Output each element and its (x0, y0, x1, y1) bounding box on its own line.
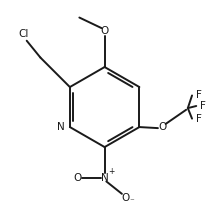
Text: N: N (56, 122, 64, 132)
Text: F: F (200, 101, 206, 111)
Text: F: F (196, 91, 202, 100)
Text: Cl: Cl (18, 29, 29, 39)
Text: ⁻: ⁻ (130, 197, 134, 206)
Text: O: O (122, 193, 130, 203)
Text: F: F (196, 114, 202, 124)
Text: O: O (101, 26, 109, 36)
Text: O: O (158, 122, 167, 132)
Text: O: O (73, 173, 81, 183)
Text: N: N (101, 173, 108, 183)
Text: +: + (108, 167, 114, 176)
